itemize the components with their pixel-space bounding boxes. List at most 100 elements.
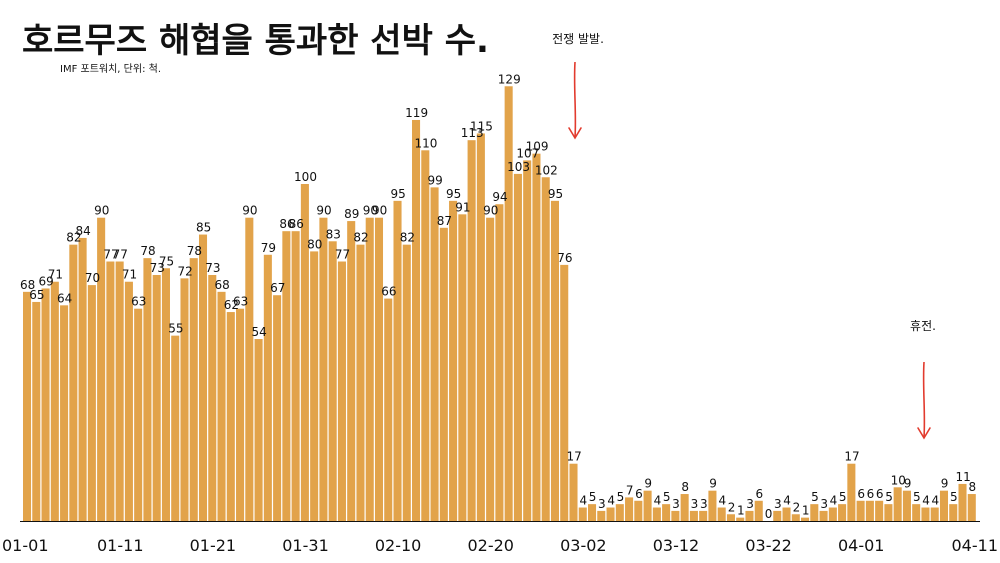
data-label: 10 xyxy=(891,473,906,487)
data-label: 6 xyxy=(756,487,764,501)
data-label: 90 xyxy=(94,204,109,218)
bar xyxy=(921,507,930,521)
bar xyxy=(671,510,680,521)
data-label: 95 xyxy=(390,187,405,201)
data-label: 84 xyxy=(76,224,91,238)
bar xyxy=(801,517,810,521)
data-label: 109 xyxy=(526,140,549,154)
bar xyxy=(689,510,698,521)
data-label: 100 xyxy=(294,170,317,184)
data-label: 77 xyxy=(113,248,128,262)
bar xyxy=(300,184,309,521)
data-label: 5 xyxy=(811,490,819,504)
bar xyxy=(161,268,170,521)
bar xyxy=(356,244,365,521)
data-label: 0 xyxy=(765,507,773,521)
data-label: 7 xyxy=(626,483,634,497)
data-label: 4 xyxy=(718,494,726,508)
annotation-arrow-shaft xyxy=(922,361,926,439)
data-label: 64 xyxy=(57,291,72,305)
data-label: 79 xyxy=(261,241,276,255)
data-label: 66 xyxy=(381,285,396,299)
bar xyxy=(476,133,485,521)
x-ticks-group: 01-01 01-11 01-21 01-31 02-10 02-20 03-02 03-12… xyxy=(2,536,998,555)
data-label: 110 xyxy=(414,136,437,150)
data-label: 82 xyxy=(66,231,81,245)
bar xyxy=(449,200,458,521)
data-label: 5 xyxy=(885,490,893,504)
data-label: 11 xyxy=(955,470,970,484)
annotation-label: 휴전. xyxy=(910,319,936,333)
bar xyxy=(884,504,893,521)
data-label: 90 xyxy=(483,204,498,218)
bar xyxy=(180,278,189,521)
data-label: 78 xyxy=(187,244,202,258)
bar xyxy=(958,483,967,521)
bar xyxy=(365,217,374,521)
bar xyxy=(634,500,643,521)
data-label: 55 xyxy=(168,322,183,336)
bar xyxy=(291,231,300,521)
bar xyxy=(717,507,726,521)
bar xyxy=(949,504,958,521)
bar xyxy=(421,150,430,522)
bar xyxy=(541,177,550,521)
x-tick-label: 01-31 xyxy=(282,536,329,555)
bar xyxy=(245,217,254,521)
bar xyxy=(875,500,884,521)
bar xyxy=(347,221,356,521)
data-label: 9 xyxy=(941,477,949,491)
bar xyxy=(819,510,828,521)
bar xyxy=(198,234,208,522)
bar xyxy=(736,517,745,521)
bar xyxy=(458,214,467,521)
data-label: 102 xyxy=(535,163,558,177)
data-label: 4 xyxy=(922,494,930,508)
bar xyxy=(856,500,865,521)
bar xyxy=(495,204,504,521)
bar xyxy=(662,504,671,521)
bar xyxy=(939,490,949,521)
bar xyxy=(69,244,78,521)
data-label: 5 xyxy=(617,490,625,504)
bar xyxy=(374,217,384,521)
x-tick-label: 02-20 xyxy=(467,536,514,555)
data-label: 4 xyxy=(580,494,588,508)
data-label: 82 xyxy=(353,231,368,245)
bar xyxy=(550,200,559,521)
bar xyxy=(143,258,152,521)
bar xyxy=(217,291,226,521)
bar xyxy=(523,160,532,521)
data-label: 3 xyxy=(774,497,782,511)
bar xyxy=(78,237,87,522)
bar xyxy=(430,187,439,521)
data-label: 72 xyxy=(177,264,192,278)
data-label: 103 xyxy=(507,160,530,174)
bar xyxy=(532,153,541,522)
x-tick-label: 03-02 xyxy=(560,536,607,555)
bar xyxy=(50,281,59,521)
bar xyxy=(578,507,587,521)
bar xyxy=(87,285,96,521)
data-label: 63 xyxy=(233,295,248,309)
data-label: 5 xyxy=(589,490,597,504)
x-tick-label: 02-10 xyxy=(375,536,422,555)
bar xyxy=(560,264,569,521)
data-label: 3 xyxy=(700,497,708,511)
data-label: 86 xyxy=(279,217,294,231)
data-label: 54 xyxy=(252,325,267,339)
bar xyxy=(439,227,448,521)
data-label: 8 xyxy=(969,480,977,494)
bar xyxy=(680,494,689,521)
bar xyxy=(310,251,319,521)
bar xyxy=(402,244,411,521)
bar xyxy=(847,463,856,521)
data-label: 4 xyxy=(830,494,838,508)
bar xyxy=(606,507,615,521)
annotations-group: 전쟁 발발. 휴전. xyxy=(552,32,936,440)
data-label: 6 xyxy=(635,487,643,501)
x-tick-label: 01-21 xyxy=(190,536,237,555)
bar xyxy=(115,261,124,521)
bars-group xyxy=(23,86,976,522)
